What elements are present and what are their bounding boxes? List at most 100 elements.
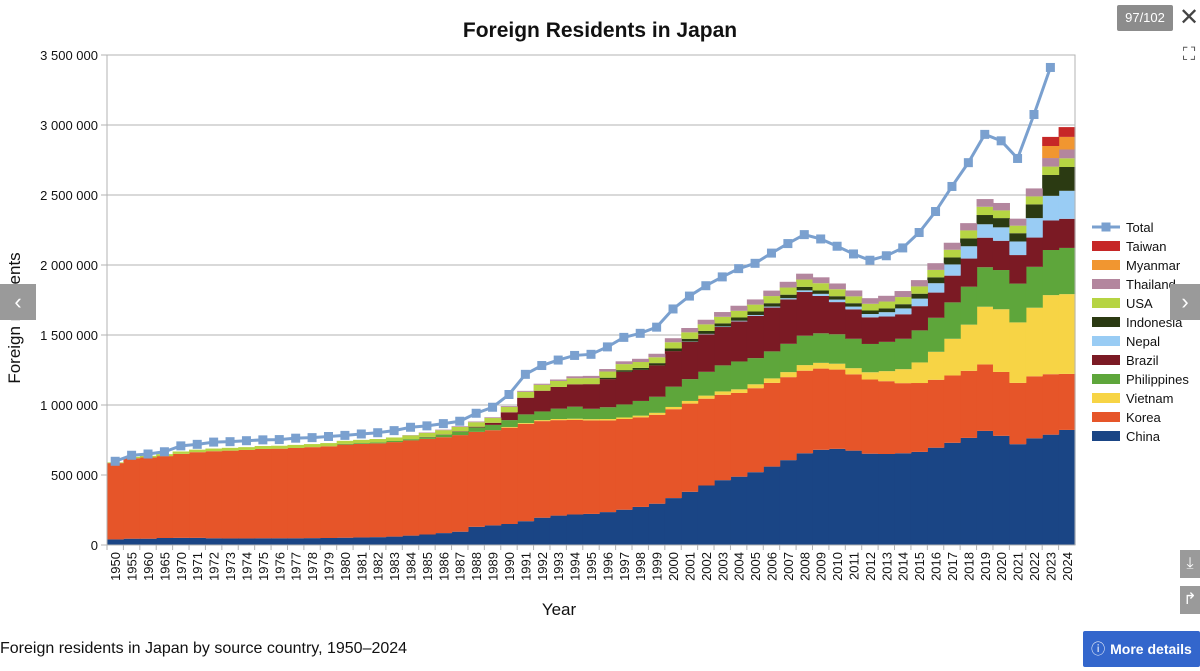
- bar-indonesia: [1025, 204, 1043, 219]
- x-tick-label: 2024: [1060, 552, 1075, 581]
- bar-vietnam: [828, 363, 846, 370]
- bar-thailand: [582, 375, 600, 379]
- bar-vietnam: [1009, 322, 1027, 383]
- bar-brazil: [828, 302, 846, 335]
- bar-korea: [632, 417, 650, 507]
- bar-usa: [714, 316, 732, 324]
- bar-usa: [385, 437, 403, 441]
- x-tick-label: 2005: [748, 552, 763, 581]
- bar-usa: [303, 444, 321, 448]
- bar-china: [648, 503, 666, 545]
- total-point: [980, 129, 990, 139]
- bar-thailand: [615, 361, 633, 365]
- total-point: [635, 328, 645, 338]
- bar-china: [238, 538, 256, 545]
- bar-korea: [861, 379, 879, 454]
- total-point: [914, 228, 924, 238]
- bar-usa: [910, 286, 928, 294]
- bar-indonesia: [992, 218, 1010, 228]
- bar-korea: [878, 381, 896, 454]
- bar-vietnam: [763, 378, 781, 383]
- bar-nepal: [828, 299, 846, 303]
- total-point: [652, 322, 662, 332]
- legend-label: Vietnam: [1126, 391, 1173, 406]
- bar-korea: [976, 364, 994, 431]
- bar-usa: [894, 297, 912, 305]
- bar-korea: [681, 403, 699, 492]
- legend-item: Brazil: [1092, 353, 1159, 368]
- total-point: [127, 450, 137, 460]
- bar-brazil: [681, 341, 699, 380]
- bar-china: [828, 448, 846, 545]
- next-image-button[interactable]: ›: [1170, 284, 1200, 320]
- bar-korea: [599, 420, 617, 513]
- share-button[interactable]: ↱: [1180, 586, 1200, 614]
- total-point: [701, 281, 711, 291]
- more-details-button[interactable]: ⓘ More details: [1083, 631, 1200, 667]
- bar-brazil: [1042, 220, 1060, 251]
- bar-vietnam: [681, 400, 699, 404]
- bar-korea: [205, 451, 223, 539]
- bar-taiwan: [1042, 136, 1060, 146]
- x-tick-label: 1989: [486, 552, 501, 581]
- bar-brazil: [976, 237, 994, 268]
- bar-brazil: [582, 384, 600, 409]
- bar-thailand: [632, 358, 650, 363]
- total-point: [586, 349, 596, 359]
- x-axis: 1950 1955 1960 1965 1970 1971 1972 1973 1974 1975…: [106, 545, 1075, 581]
- x-tick-label: 1977: [289, 552, 304, 581]
- total-point: [668, 304, 678, 314]
- x-tick-label: 1996: [600, 552, 615, 581]
- bar-nepal: [960, 246, 978, 259]
- bar-china: [402, 535, 420, 545]
- bar-brazil: [664, 351, 682, 387]
- bar-vietnam: [845, 368, 863, 375]
- bar-philippines: [960, 286, 978, 325]
- x-tick-label: 1979: [321, 552, 336, 581]
- x-tick-label: 2012: [863, 552, 878, 581]
- bar-usa: [1025, 196, 1043, 205]
- fullscreen-button[interactable]: ⛶: [1178, 37, 1200, 71]
- bar-china: [697, 485, 715, 545]
- bar-usa: [730, 310, 748, 318]
- bar-indonesia: [845, 303, 863, 307]
- x-tick-label: 2015: [912, 552, 927, 581]
- bar-korea: [320, 446, 338, 538]
- total-point: [1013, 153, 1023, 163]
- bar-vietnam: [796, 365, 814, 371]
- total-series-line: [114, 66, 1052, 463]
- x-tick-label: 1965: [157, 552, 172, 581]
- bar-nepal: [1058, 190, 1076, 219]
- bar-usa: [599, 371, 617, 378]
- bar-china: [1058, 429, 1076, 545]
- legend-marker: [1101, 222, 1111, 232]
- x-tick-label: 1971: [190, 552, 205, 581]
- download-button[interactable]: ⤓: [1180, 550, 1200, 578]
- chart-title: Foreign Residents in Japan: [463, 19, 737, 42]
- legend-swatch: [1092, 279, 1120, 289]
- bar-korea: [221, 450, 239, 539]
- bar-korea: [697, 398, 715, 486]
- bar-korea: [418, 438, 436, 535]
- total-point: [422, 421, 432, 431]
- bar-usa: [779, 287, 797, 295]
- bar-korea: [763, 382, 781, 467]
- bar-usa: [796, 279, 814, 287]
- bar-korea: [238, 449, 256, 539]
- total-point: [241, 436, 251, 446]
- bar-philippines: [796, 335, 814, 366]
- bar-thailand: [878, 295, 896, 302]
- bar-thailand: [517, 390, 535, 392]
- previous-image-button[interactable]: ‹: [0, 284, 36, 320]
- total-point: [340, 430, 350, 440]
- bar-china: [385, 536, 403, 545]
- bar-china: [1025, 438, 1043, 545]
- bar-thailand: [599, 369, 617, 372]
- bar-vietnam: [992, 309, 1010, 372]
- total-point: [734, 264, 744, 274]
- bar-thailand: [960, 223, 978, 231]
- chevron-right-icon: ›: [1181, 289, 1189, 314]
- total-point: [898, 243, 908, 253]
- bar-philippines: [812, 333, 830, 363]
- close-button[interactable]: ✕: [1178, 3, 1200, 33]
